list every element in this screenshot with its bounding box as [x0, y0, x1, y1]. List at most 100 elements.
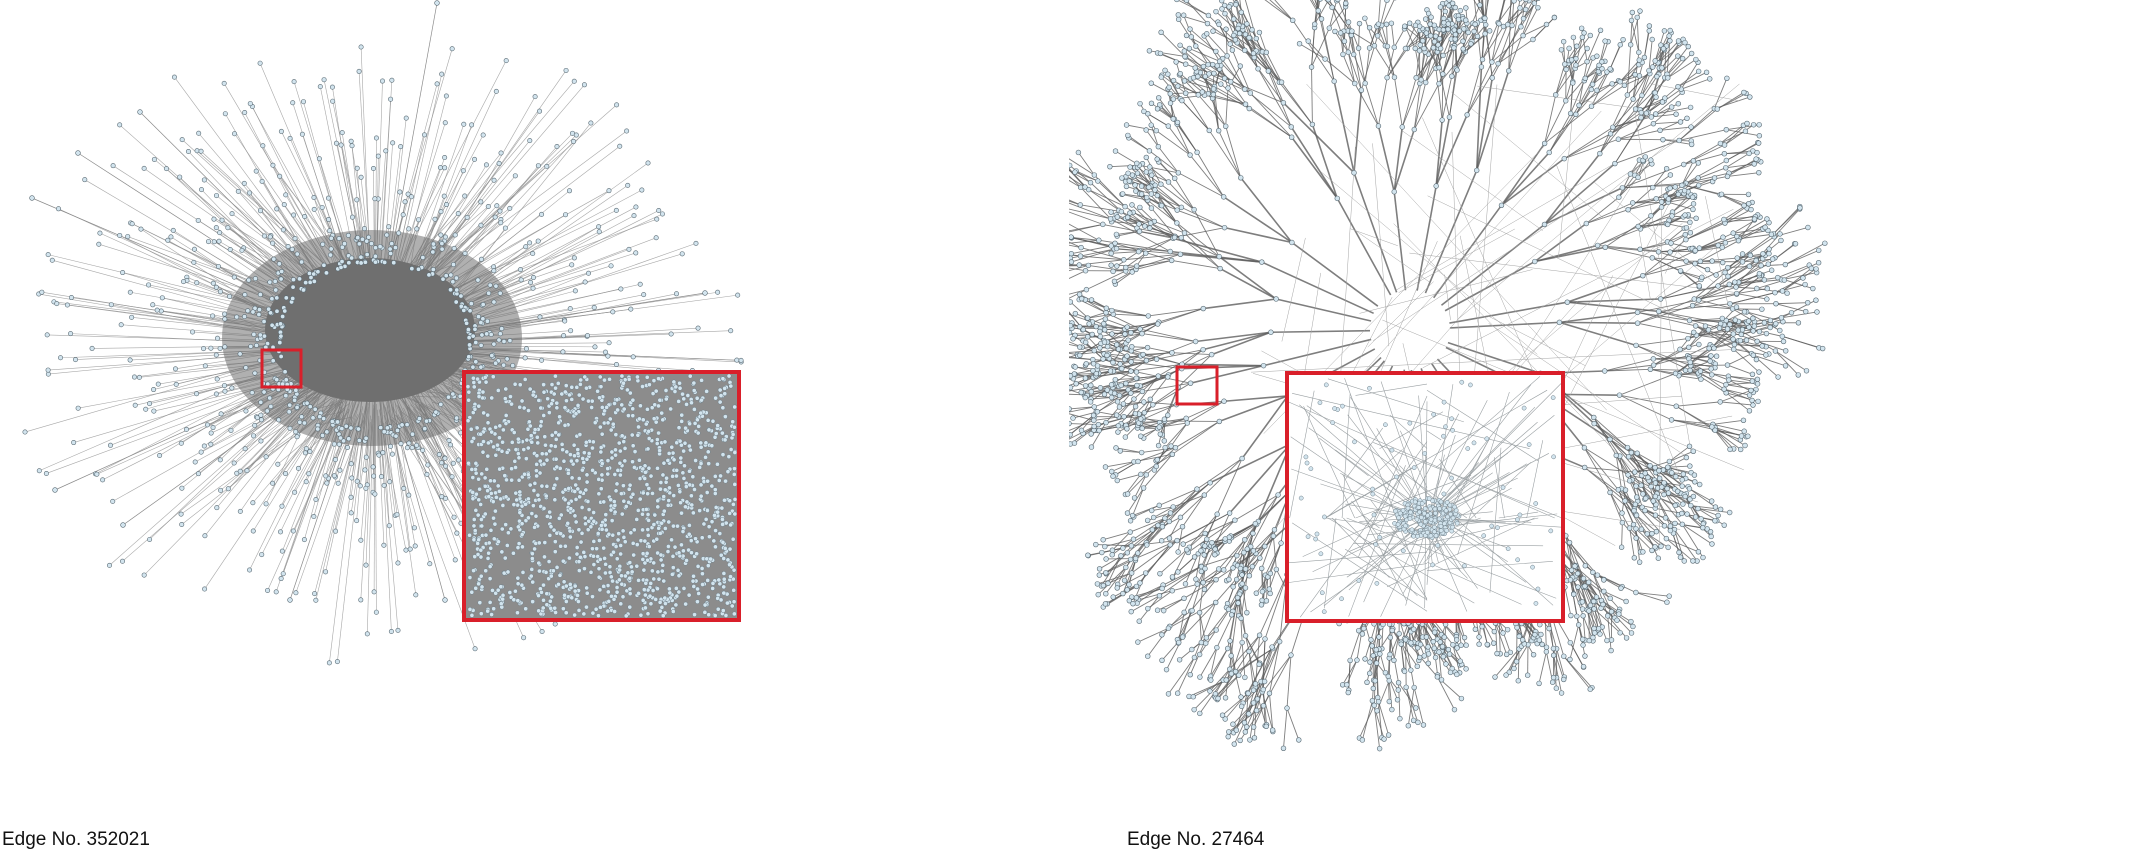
graph-node	[1118, 382, 1124, 389]
graph-node	[414, 226, 420, 232]
graph-node	[1089, 331, 1095, 338]
graph-node	[242, 110, 248, 116]
graph-node	[1517, 0, 1523, 2]
graph-node	[235, 188, 241, 194]
graph-node	[1133, 583, 1140, 590]
graph-node	[1634, 309, 1641, 316]
graph-node	[1375, 123, 1382, 129]
graph-node	[273, 589, 279, 595]
graph-node	[1658, 204, 1665, 210]
graph-node	[1515, 678, 1521, 684]
graph-node	[1675, 38, 1682, 44]
graph-node	[1187, 672, 1193, 678]
graph-node	[1250, 724, 1257, 730]
graph-node	[261, 333, 267, 339]
graph-node	[1633, 483, 1639, 489]
graph-node	[1175, 569, 1181, 575]
graph-node	[1205, 12, 1212, 19]
nodes-group	[22, 0, 744, 666]
graph-node	[219, 217, 225, 223]
graph-node	[1663, 165, 1670, 172]
graph-node	[283, 192, 289, 198]
graph-node	[398, 144, 404, 150]
graph-node	[1224, 53, 1230, 59]
graph-node	[1187, 380, 1194, 386]
graph-node	[1476, 641, 1482, 647]
graph-node	[1797, 205, 1803, 211]
graph-node	[358, 537, 364, 543]
graph-node	[386, 523, 392, 529]
graph-node	[1187, 152, 1193, 158]
graph-node	[394, 427, 400, 433]
graph-node	[1090, 368, 1096, 374]
graph-node	[434, 0, 440, 6]
graph-node	[1096, 572, 1103, 578]
graph-node	[1088, 389, 1094, 395]
graph-node	[120, 270, 126, 276]
graph-node	[1524, 672, 1531, 678]
graph-node	[1085, 186, 1092, 193]
graph-node	[473, 340, 479, 346]
graph-node	[1242, 566, 1249, 572]
graph-node	[1135, 550, 1141, 556]
graph-node	[326, 660, 332, 666]
graph-node	[1679, 182, 1685, 189]
graph-node	[1446, 651, 1453, 657]
graph-node	[544, 163, 550, 169]
graph-node	[461, 307, 467, 313]
graph-node	[1652, 58, 1658, 64]
graph-node	[1072, 310, 1079, 317]
graph-node	[213, 225, 219, 231]
graph-node	[1491, 628, 1498, 635]
graph-node	[201, 346, 207, 352]
graph-node	[1296, 737, 1302, 743]
edge-count-caption-right: Edge No. 27464	[1127, 829, 1265, 850]
graph-node	[1687, 496, 1693, 502]
graph-node	[1156, 502, 1162, 509]
graph-node	[1253, 590, 1260, 596]
graph-node	[222, 111, 228, 117]
graph-node	[1689, 194, 1696, 200]
graph-node	[1144, 542, 1150, 548]
graph-node	[1697, 481, 1703, 488]
graph-node	[427, 561, 433, 567]
graph-node	[358, 254, 364, 260]
graph-node	[237, 508, 243, 514]
graph-node	[1246, 573, 1253, 579]
graph-node	[1112, 148, 1119, 154]
graph-node	[1230, 721, 1236, 727]
graph-node	[1652, 493, 1659, 500]
graph-node	[247, 567, 253, 573]
graph-node	[208, 430, 214, 436]
graph-node	[1070, 415, 1076, 421]
graph-node	[1721, 142, 1728, 148]
graph-node	[1753, 156, 1759, 162]
graph-node	[1683, 258, 1689, 264]
graph-node	[1713, 272, 1719, 278]
graph-node	[338, 435, 344, 441]
graph-node	[307, 279, 313, 285]
graph-node	[1138, 449, 1145, 456]
graph-node	[1170, 116, 1176, 122]
graph-node	[1656, 475, 1663, 482]
graph-node	[1334, 195, 1340, 202]
graph-node	[1751, 323, 1757, 329]
graph-node	[1754, 381, 1761, 387]
graph-node	[181, 279, 187, 285]
graph-node	[1125, 132, 1131, 139]
graph-node	[1345, 689, 1351, 696]
graph-node	[89, 345, 95, 351]
graph-node	[1695, 182, 1702, 189]
graph-node	[1138, 183, 1145, 189]
graph-node	[1452, 36, 1458, 42]
graph-node	[1078, 244, 1084, 251]
graph-node	[1708, 353, 1714, 359]
graph-node	[1243, 724, 1250, 730]
graph-node	[1413, 705, 1419, 711]
graph-node	[1699, 274, 1705, 281]
graph-node	[416, 266, 422, 272]
graph-node	[1681, 187, 1688, 194]
graph-node	[1341, 38, 1348, 44]
graph-node	[1352, 80, 1358, 87]
graph-node	[388, 250, 394, 256]
